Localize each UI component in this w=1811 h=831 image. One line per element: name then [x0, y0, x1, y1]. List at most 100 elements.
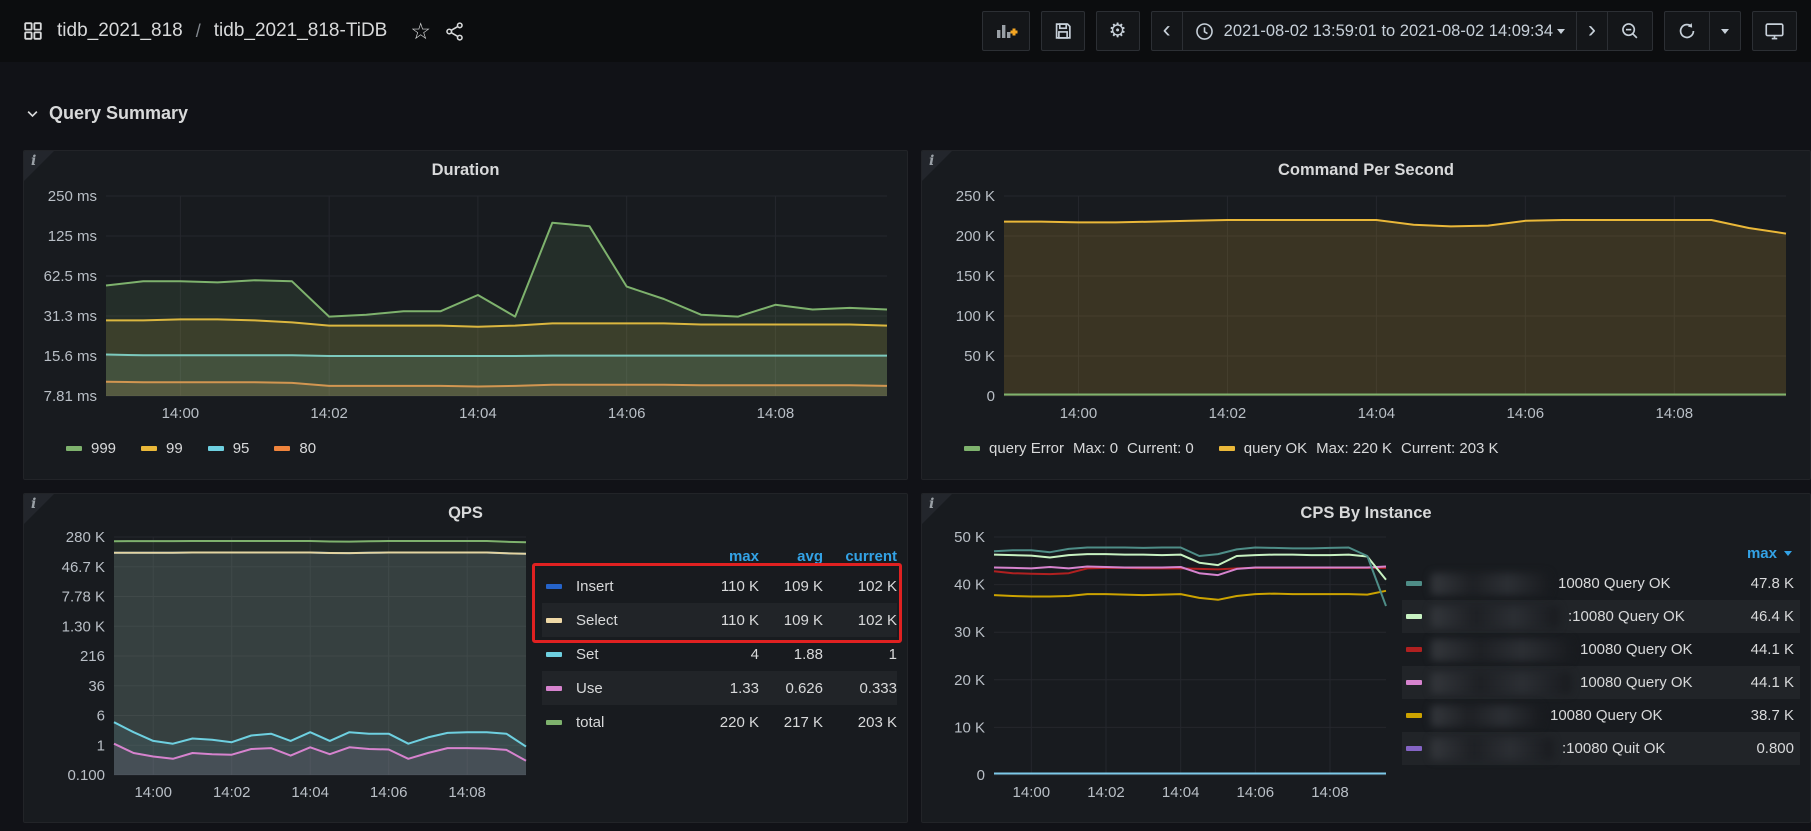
legend-label[interactable]: 99 — [166, 440, 183, 457]
refresh-interval-dropdown[interactable] — [1709, 12, 1740, 50]
y-tick-label: 50 K — [954, 529, 985, 546]
value-max: 44.1 K — [1734, 674, 1794, 691]
row-query-summary[interactable]: Query Summary — [0, 62, 1811, 150]
legend-item-query-error[interactable]: query ErrorMax: 0Current: 0 — [964, 440, 1194, 457]
command-per-second-chart[interactable]: 250 K200 K150 K100 K50 K014:0014:0214:04… — [932, 186, 1800, 428]
add-panel-button[interactable] — [982, 11, 1030, 51]
breadcrumb-page[interactable]: tidb_2021_818-TiDB — [214, 20, 388, 42]
legend-item-99[interactable]: 99 — [141, 440, 183, 457]
legend-col-max[interactable]: max — [1747, 545, 1777, 562]
panel-title-cps-by-instance[interactable]: CPS By Instance — [932, 499, 1800, 529]
value-max: 220 K — [685, 714, 759, 731]
panel-info-corner[interactable] — [922, 494, 952, 524]
legend-swatch — [1219, 446, 1235, 451]
legend-col-avg[interactable]: avg — [759, 548, 823, 565]
y-tick-label: 0.100 — [67, 767, 105, 784]
series-name[interactable]: Set — [576, 646, 685, 663]
legend-swatch — [141, 446, 157, 451]
legend-sort-header[interactable]: max — [1402, 539, 1800, 567]
value-max: 0.800 — [1734, 740, 1794, 757]
panel-title-command-per-second[interactable]: Command Per Second — [932, 156, 1800, 186]
panel-info-corner[interactable] — [24, 151, 54, 181]
series-area-query OK — [1004, 220, 1786, 396]
value-avg: 109 K — [759, 612, 823, 629]
y-tick-label: 62.5 ms — [44, 268, 97, 285]
cps-by-instance-chart[interactable]: 50 K40 K30 K20 K10 K014:0014:0214:0414:0… — [932, 529, 1392, 805]
cps-instance-legend: max10080 Query OK47.8 K:10080 Query OK46… — [1402, 539, 1800, 765]
legend-label[interactable]: 80 — [299, 440, 316, 457]
instance-suffix[interactable]: 10080 Query OK — [1558, 575, 1725, 592]
dashboard-settings-button[interactable]: ⚙ — [1096, 11, 1140, 51]
legend-label[interactable]: query OK — [1244, 440, 1307, 457]
panel-title-duration[interactable]: Duration — [34, 156, 897, 186]
y-tick-label: 10 K — [954, 719, 985, 736]
value-max: 4 — [685, 646, 759, 663]
series-name[interactable]: Select — [576, 612, 685, 629]
x-tick-label: 14:02 — [1087, 784, 1125, 801]
instance-suffix[interactable]: :10080 Quit OK — [1562, 740, 1725, 757]
legend-item-999[interactable]: 999 — [66, 440, 116, 457]
series-name[interactable]: Use — [576, 680, 685, 697]
refresh-group — [1664, 11, 1741, 51]
panel-title-qps[interactable]: QPS — [34, 499, 897, 529]
refresh-button[interactable] — [1665, 12, 1709, 50]
x-tick-label: 14:00 — [162, 405, 200, 422]
dashboard-header: tidb_2021_818 / tidb_2021_818-TiDB ☆ — [0, 0, 1811, 62]
time-shift-back-button[interactable]: ‹ — [1152, 12, 1182, 50]
info-icon[interactable]: i — [31, 496, 36, 512]
legend-item-95[interactable]: 95 — [208, 440, 250, 457]
y-tick-label: 50 K — [964, 348, 995, 365]
instance-suffix[interactable]: 10080 Query OK — [1580, 674, 1725, 691]
masked-instance-name — [1431, 705, 1541, 727]
command-per-second-legend: query ErrorMax: 0Current: 0 query OKMax: … — [932, 433, 1800, 463]
value-current: 102 K — [823, 578, 897, 595]
y-tick-label: 0 — [987, 388, 995, 405]
x-tick-label: 14:06 — [1237, 784, 1275, 801]
instance-suffix[interactable]: 10080 Query OK — [1550, 707, 1725, 724]
share-icon[interactable] — [444, 21, 465, 42]
cycle-view-mode-button[interactable] — [1752, 11, 1797, 51]
zoom-out-button[interactable] — [1607, 12, 1652, 50]
gear-icon: ⚙ — [1109, 21, 1127, 41]
series-name[interactable]: total — [576, 714, 685, 731]
info-icon[interactable]: i — [929, 153, 934, 169]
qps-chart[interactable]: 280 K46.7 K7.78 K1.30 K21636610.10014:00… — [34, 529, 532, 805]
panel-info-corner[interactable] — [24, 494, 54, 524]
masked-instance-name — [1431, 738, 1553, 760]
legend-label[interactable]: 999 — [91, 440, 116, 457]
legend-item-query-ok[interactable]: query OKMax: 220 KCurrent: 203 K — [1219, 440, 1499, 457]
section-title[interactable]: Query Summary — [49, 103, 188, 124]
legend-stat: Current: 0 — [1127, 440, 1194, 457]
zoom-out-icon — [1619, 20, 1641, 42]
legend-col-current[interactable]: current — [823, 548, 897, 565]
info-icon[interactable]: i — [31, 153, 36, 169]
time-picker-group: ‹ 2021-08-02 13:59:01 to 2021-08-02 14:0… — [1151, 11, 1653, 51]
legend-swatch — [1406, 614, 1422, 619]
time-range-button[interactable]: 2021-08-02 13:59:01 to 2021-08-02 14:09:… — [1182, 12, 1576, 50]
time-shift-forward-button[interactable]: › — [1576, 12, 1607, 50]
series-name[interactable]: Insert — [576, 578, 685, 595]
legend-item-80[interactable]: 80 — [274, 440, 316, 457]
x-tick-label: 14:04 — [1162, 784, 1200, 801]
legend-swatch — [208, 446, 224, 451]
clock-icon — [1194, 21, 1215, 42]
legend-col-max[interactable]: max — [685, 548, 759, 565]
panel-cps-by-instance: i CPS By Instance 50 K40 K30 K20 K10 K01… — [921, 493, 1811, 823]
instance-suffix[interactable]: 10080 Query OK — [1580, 641, 1725, 658]
star-icon[interactable]: ☆ — [410, 20, 431, 43]
save-dashboard-button[interactable] — [1041, 11, 1085, 51]
legend-label[interactable]: query Error — [989, 440, 1064, 457]
value-current: 1 — [823, 646, 897, 663]
breadcrumb-dashboard[interactable]: tidb_2021_818 — [57, 20, 183, 42]
legend-label[interactable]: 95 — [233, 440, 250, 457]
instance-suffix[interactable]: :10080 Query OK — [1568, 608, 1725, 625]
instance-legend-row: :10080 Quit OK 0.800 — [1402, 732, 1800, 765]
panel-info-corner[interactable] — [922, 151, 952, 181]
duration-chart[interactable]: 250 ms125 ms62.5 ms31.3 ms15.6 ms7.81 ms… — [34, 186, 897, 428]
info-icon[interactable]: i — [929, 496, 934, 512]
dashboards-grid-icon[interactable] — [22, 20, 44, 42]
x-tick-label: 14:02 — [1209, 405, 1247, 422]
x-tick-label: 14:08 — [1656, 405, 1694, 422]
instance-legend-row: 10080 Query OK47.8 K — [1402, 567, 1800, 600]
legend-swatch — [1406, 746, 1422, 751]
